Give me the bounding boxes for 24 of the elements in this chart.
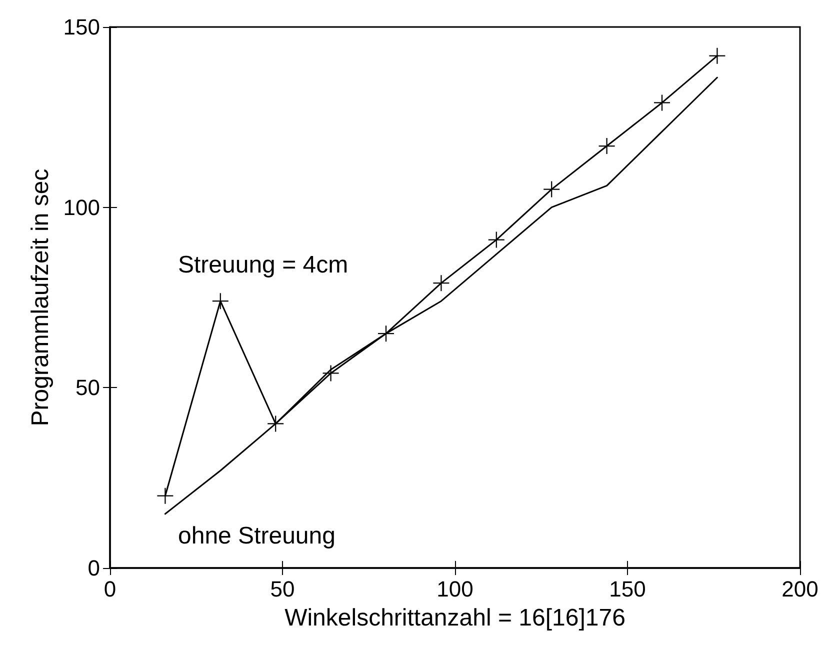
point [709,48,726,64]
y-tick-label: 150 [63,14,100,40]
x-tick-label: 200 [782,576,818,602]
annotation: Streuung = 4cm [178,252,348,278]
x-axis-title: Winkelschrittanzahl = 16[16]176 [284,604,626,632]
y-tick-label: 100 [63,194,100,220]
y-tick-label: 50 [76,375,100,400]
point [378,326,394,342]
x-tick-label: 0 [104,576,116,602]
point [544,181,560,198]
point [212,293,228,310]
annotation: ohne Streuung [178,522,336,550]
point [488,232,504,248]
point [598,138,615,154]
x-tick-label: 100 [436,576,474,602]
point [433,275,450,292]
x-tick-label: 150 [609,576,646,602]
x-tick-label: 50 [270,576,295,602]
point [322,365,339,382]
point [268,416,284,432]
y-tick-label: 0 [88,556,100,580]
point [654,94,670,111]
point [157,488,174,504]
y-axis-title: Programmlaufzeit in sec [26,168,54,426]
